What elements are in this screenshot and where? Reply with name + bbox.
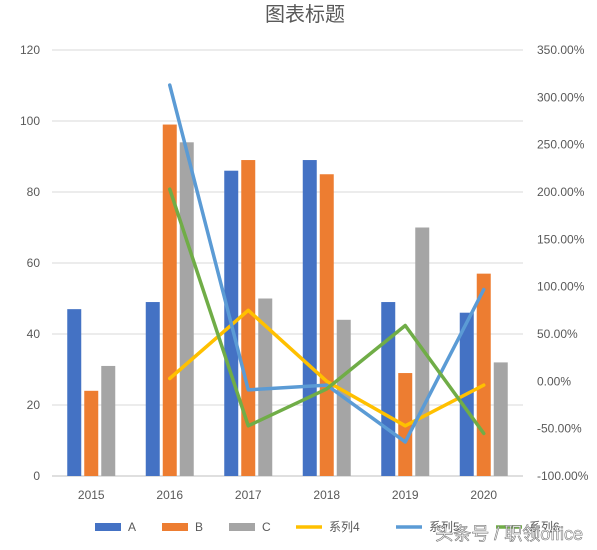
bar — [145, 302, 160, 476]
watermark-text: 头条号 / 职领office — [435, 524, 583, 544]
bar — [476, 273, 491, 476]
legend-label: B — [195, 520, 203, 534]
legend: A B C 系列4 系列5 系列6 — [95, 520, 560, 534]
y-tick-label: 60 — [27, 256, 41, 270]
x-tick-label: 2019 — [392, 488, 419, 502]
y-tick-label: 0 — [33, 469, 40, 483]
x-tick-label: 2018 — [313, 488, 340, 502]
bar — [101, 365, 116, 476]
bar — [302, 160, 317, 477]
legend-label: 系列6 — [529, 520, 560, 534]
chart-title: 图表标题 — [265, 3, 345, 26]
primary-y-axis: 0 20 40 60 80 100 120 — [20, 43, 40, 483]
y2-tick-label: 50.00% — [537, 327, 578, 341]
gridlines — [52, 49, 523, 477]
x-tick-label: 2017 — [235, 488, 262, 502]
x-axis: 2015 2016 2017 2018 2019 2020 — [78, 488, 498, 502]
y-tick-label: 20 — [27, 398, 41, 412]
bar — [241, 160, 256, 477]
y2-tick-label: 0.00% — [537, 374, 571, 388]
bar — [179, 142, 194, 477]
y2-tick-label: -100.00% — [537, 469, 589, 483]
legend-label: 系列4 — [329, 520, 360, 534]
legend-label: 系列5 — [429, 520, 460, 534]
x-tick-label: 2020 — [470, 488, 497, 502]
lines — [168, 83, 486, 444]
y2-tick-label: 100.00% — [537, 280, 585, 294]
y-tick-label: 120 — [20, 43, 40, 57]
bar — [319, 174, 334, 476]
x-tick-label: 2016 — [156, 488, 183, 502]
legend-swatch — [229, 523, 255, 531]
bar — [84, 390, 99, 476]
bar — [67, 309, 82, 476]
bar — [493, 362, 508, 476]
series-line — [168, 308, 486, 428]
legend-label: A — [128, 520, 136, 534]
legend-label: C — [262, 520, 271, 534]
secondary-y-axis: -100.00% -50.00% 0.00% 50.00% 100.00% 150.00%… — [537, 43, 589, 483]
y2-tick-label: 250.00% — [537, 138, 585, 152]
bar — [381, 302, 396, 476]
x-tick-label: 2015 — [78, 488, 105, 502]
bar — [162, 124, 177, 477]
y2-tick-label: 300.00% — [537, 90, 585, 104]
y-tick-label: 40 — [27, 327, 41, 341]
legend-swatch — [162, 523, 188, 531]
y-tick-label: 80 — [27, 185, 41, 199]
y-tick-label: 100 — [20, 114, 40, 128]
y2-tick-label: 350.00% — [537, 43, 585, 57]
y2-tick-label: -50.00% — [537, 422, 582, 436]
legend-swatch — [95, 523, 121, 531]
bars — [67, 124, 508, 477]
series-line — [168, 187, 486, 436]
y2-tick-label: 200.00% — [537, 185, 585, 199]
series-line — [168, 83, 486, 444]
y2-tick-label: 150.00% — [537, 232, 585, 246]
